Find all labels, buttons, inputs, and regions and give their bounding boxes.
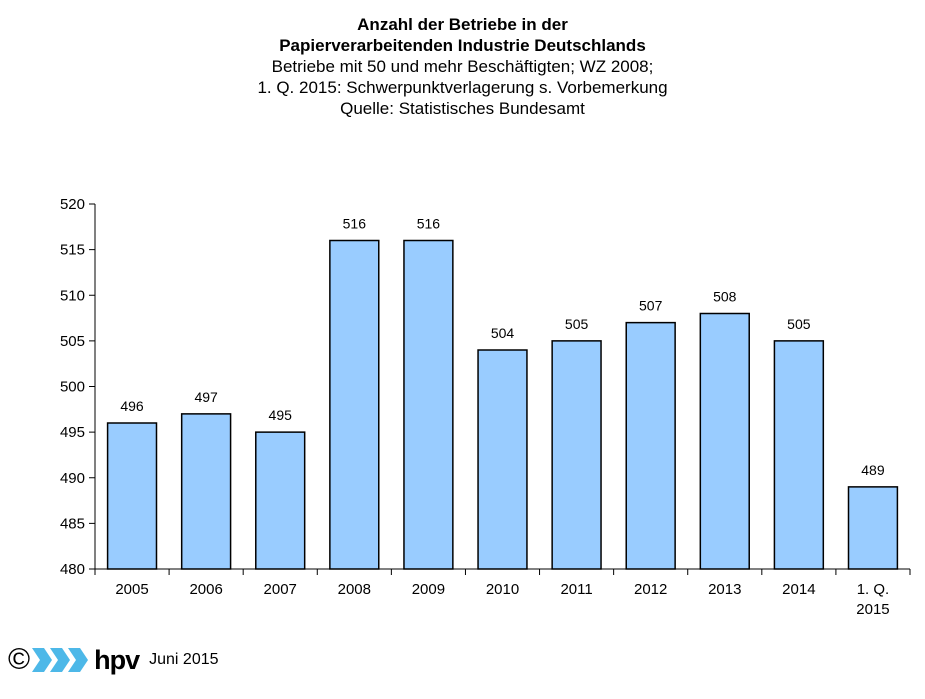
x-tick-label: 2009 bbox=[412, 581, 445, 598]
x-tick-label: 2013 bbox=[708, 581, 741, 598]
bar bbox=[477, 349, 528, 570]
x-tick-label: 2011 bbox=[560, 581, 592, 598]
chart-title-line2: Papierverarbeitenden Industrie Deutschla… bbox=[279, 36, 646, 55]
x-tick-label: 2008 bbox=[338, 581, 371, 598]
footer: © hpv Juni 2015 bbox=[8, 640, 219, 680]
bar bbox=[255, 431, 306, 570]
y-tick-label: 490 bbox=[60, 470, 85, 487]
chart-subtitle-line1: Betriebe mit 50 und mehr Beschäftigten; … bbox=[271, 57, 654, 76]
data-label: 516 bbox=[343, 216, 367, 232]
x-tick-label: 2006 bbox=[189, 581, 222, 598]
hpv-logo-chevrons-icon bbox=[32, 648, 89, 672]
x-tick-label: 1. Q. 2015 bbox=[856, 581, 889, 618]
data-label: 508 bbox=[713, 289, 737, 305]
chart-bars bbox=[106, 239, 899, 570]
bar-chart: 480 485 490 495 500 505 510 515 520 496 2005 497 200… bbox=[60, 196, 911, 618]
y-tick-label: 480 bbox=[60, 561, 85, 578]
data-label: 497 bbox=[194, 389, 218, 405]
bar bbox=[180, 413, 232, 570]
data-label: 505 bbox=[565, 316, 589, 332]
data-label: 489 bbox=[861, 462, 885, 478]
y-tick-label: 510 bbox=[60, 287, 85, 304]
data-label: 505 bbox=[787, 316, 811, 332]
footer-date: Juni 2015 bbox=[149, 651, 219, 668]
brand-logo-text: hpv bbox=[94, 644, 140, 675]
data-label: 495 bbox=[269, 407, 293, 423]
y-tick-label: 495 bbox=[60, 424, 85, 441]
x-tick-label: 2014 bbox=[782, 581, 815, 598]
data-label: 504 bbox=[491, 325, 515, 341]
y-tick-label: 505 bbox=[60, 333, 85, 350]
chart-labels: 480 485 490 495 500 505 510 515 520 496 2005 497 200… bbox=[60, 196, 890, 618]
data-label: 496 bbox=[120, 398, 144, 414]
chart-titles: Anzahl der Betriebe in der Papierverarbe… bbox=[0, 14, 925, 119]
chart-subtitle-line3: Quelle: Statistisches Bundesamt bbox=[340, 99, 585, 118]
data-label: 507 bbox=[639, 298, 663, 314]
bar bbox=[625, 321, 676, 570]
y-tick-label: 520 bbox=[60, 196, 85, 213]
bar bbox=[551, 340, 602, 570]
x-tick-label: 2012 bbox=[634, 581, 667, 598]
bar bbox=[699, 312, 750, 570]
y-tick-label: 485 bbox=[60, 515, 85, 532]
chart-subtitle-line2: 1. Q. 2015: Schwerpunktverlagerung s. Vo… bbox=[257, 78, 668, 97]
y-tick-label: 500 bbox=[60, 379, 85, 396]
bar bbox=[403, 239, 454, 570]
copyright-symbol: © bbox=[8, 643, 31, 676]
bar bbox=[773, 340, 825, 570]
x-tick-label: 2007 bbox=[264, 581, 297, 598]
y-tick-label: 515 bbox=[60, 242, 85, 259]
data-label: 516 bbox=[417, 216, 441, 232]
bar bbox=[329, 239, 380, 570]
bar bbox=[106, 422, 158, 570]
x-tick-label: 2010 bbox=[486, 581, 519, 598]
x-tick-label: 2005 bbox=[115, 581, 148, 598]
chart-title: Anzahl der Betriebe in der bbox=[357, 15, 568, 34]
bar bbox=[847, 486, 899, 570]
